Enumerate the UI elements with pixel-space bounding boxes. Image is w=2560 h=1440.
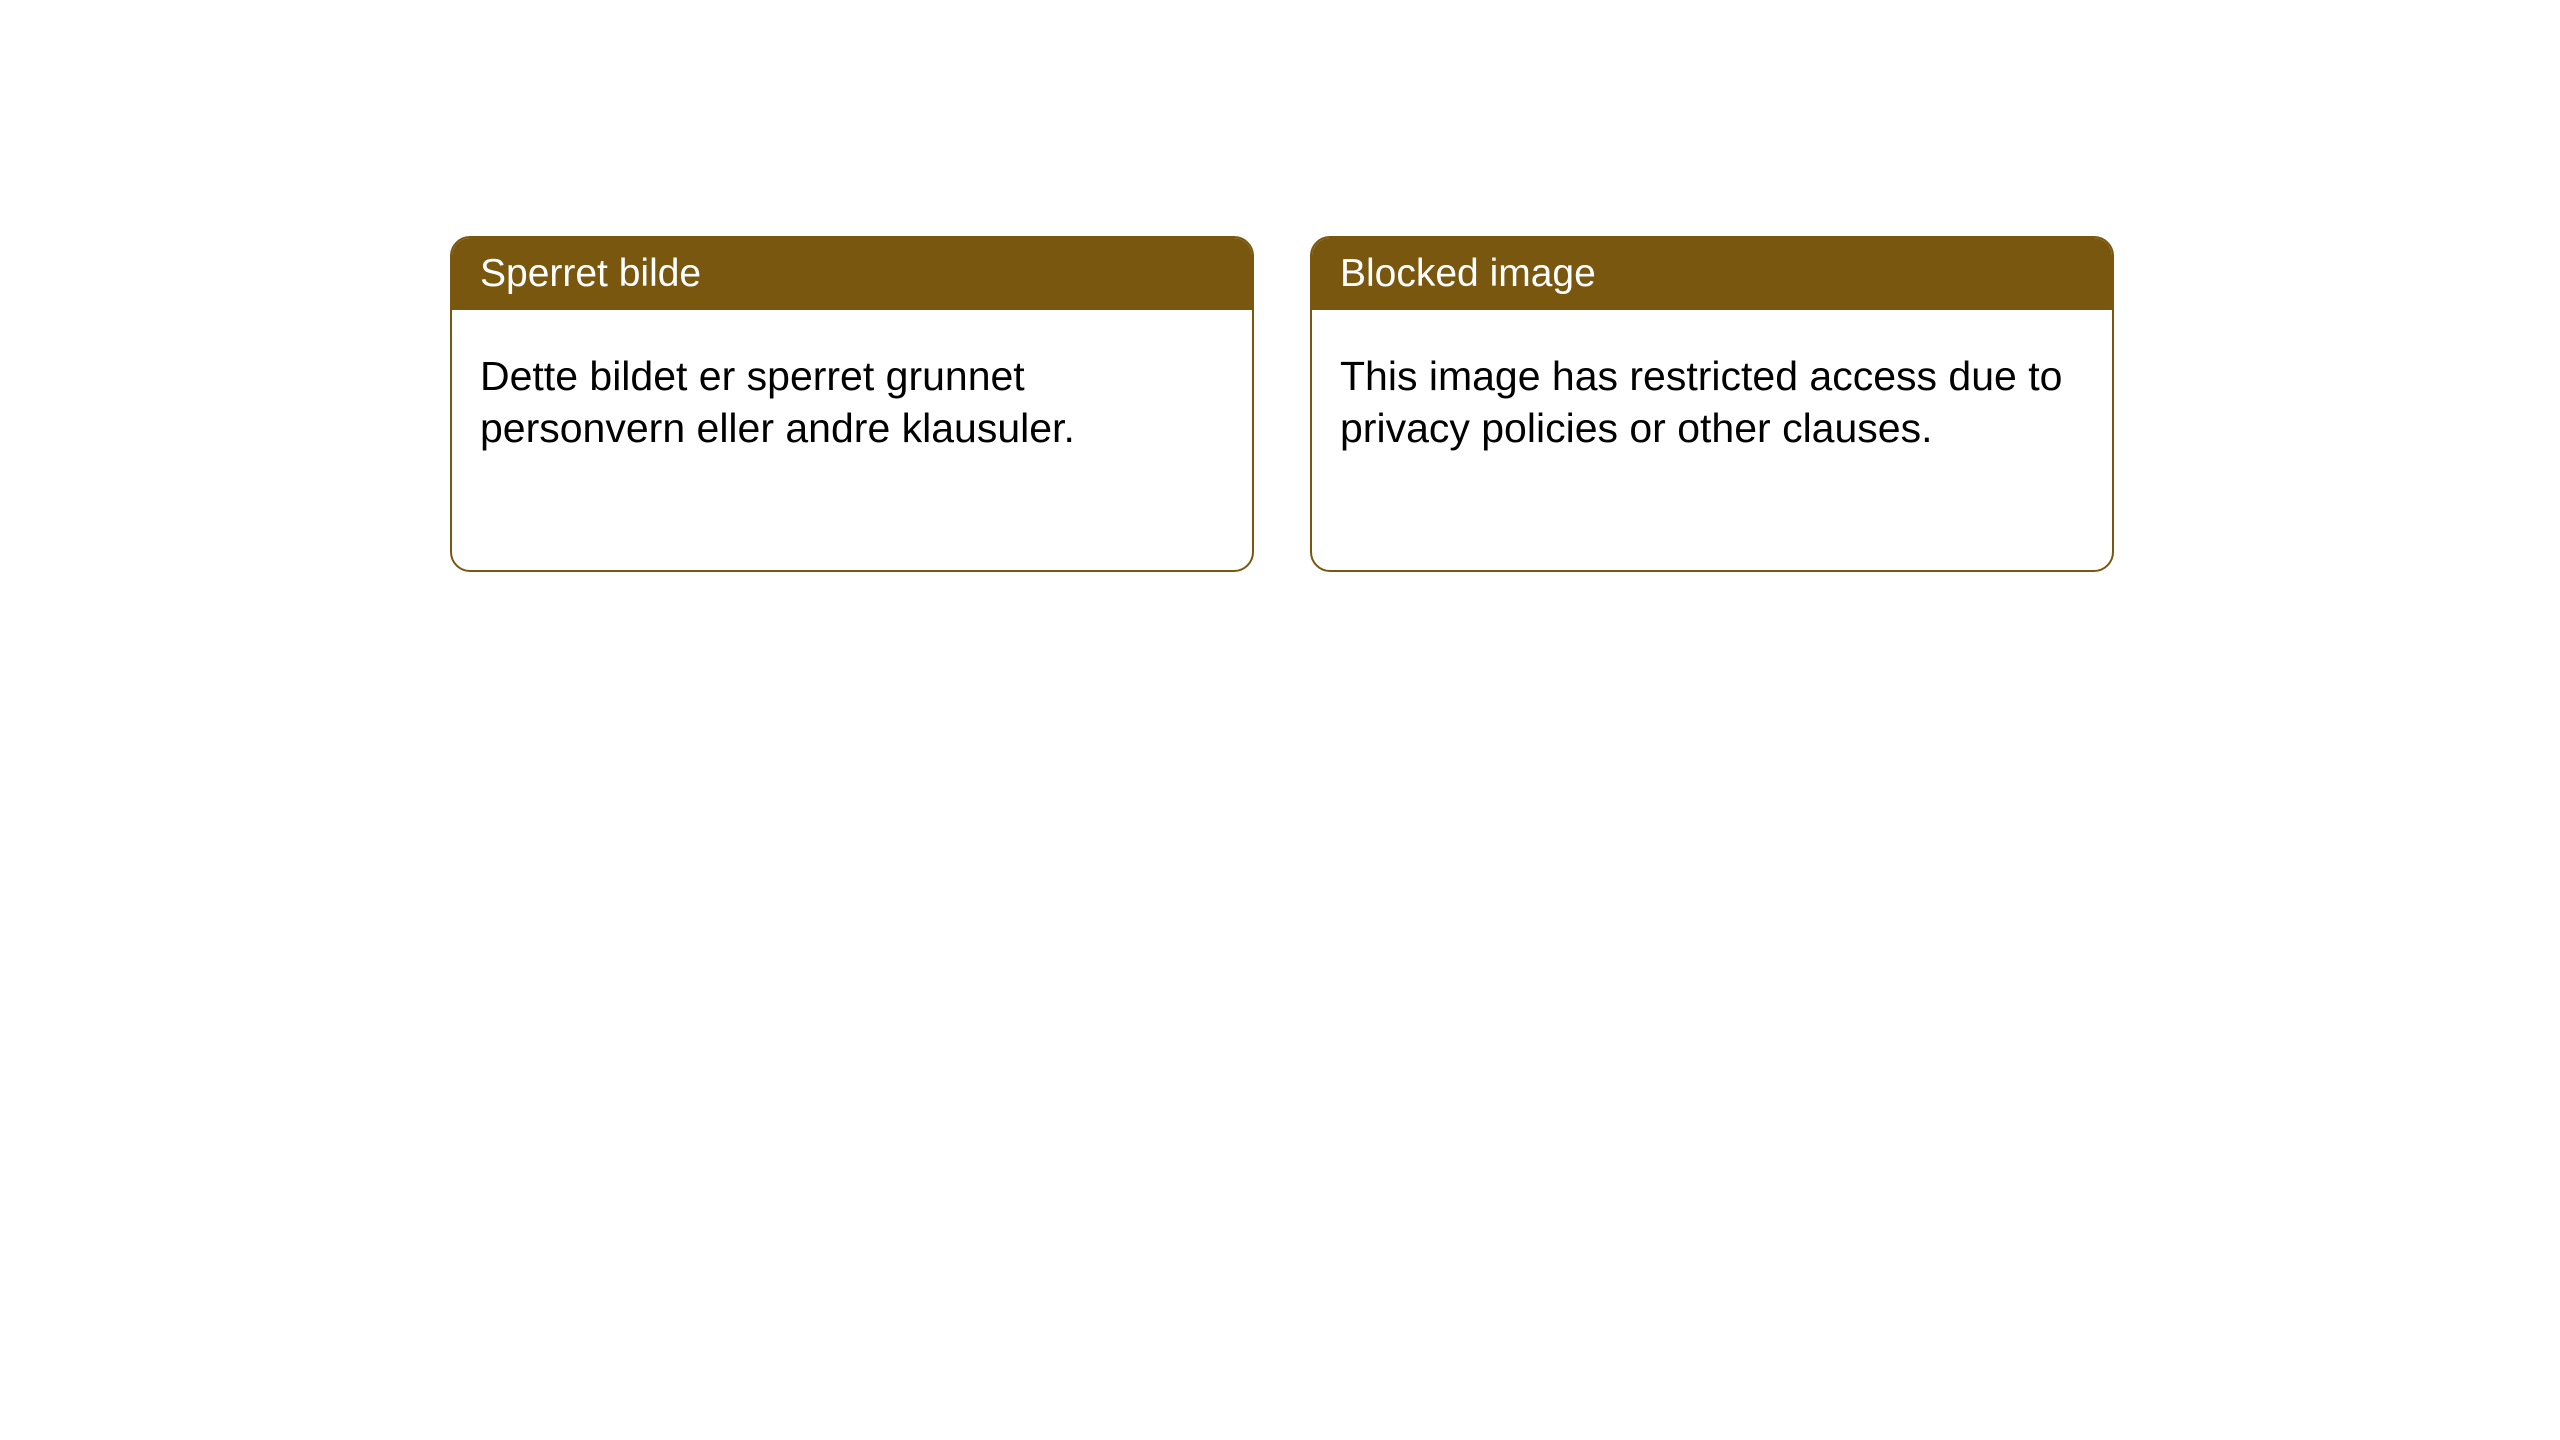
notice-title: Blocked image [1340, 252, 1596, 295]
notice-card-norwegian: Sperret bilde Dette bildet er sperret gr… [450, 236, 1254, 572]
notice-card-header: Sperret bilde [452, 238, 1252, 310]
notice-card-english: Blocked image This image has restricted … [1310, 236, 2114, 572]
notice-container: Sperret bilde Dette bildet er sperret gr… [0, 0, 2560, 572]
notice-card-body: Dette bildet er sperret grunnet personve… [452, 310, 1252, 495]
notice-card-header: Blocked image [1312, 238, 2112, 310]
notice-card-body: This image has restricted access due to … [1312, 310, 2112, 495]
notice-title: Sperret bilde [480, 252, 701, 295]
notice-body-text: This image has restricted access due to … [1340, 353, 2062, 451]
notice-body-text: Dette bildet er sperret grunnet personve… [480, 353, 1075, 451]
